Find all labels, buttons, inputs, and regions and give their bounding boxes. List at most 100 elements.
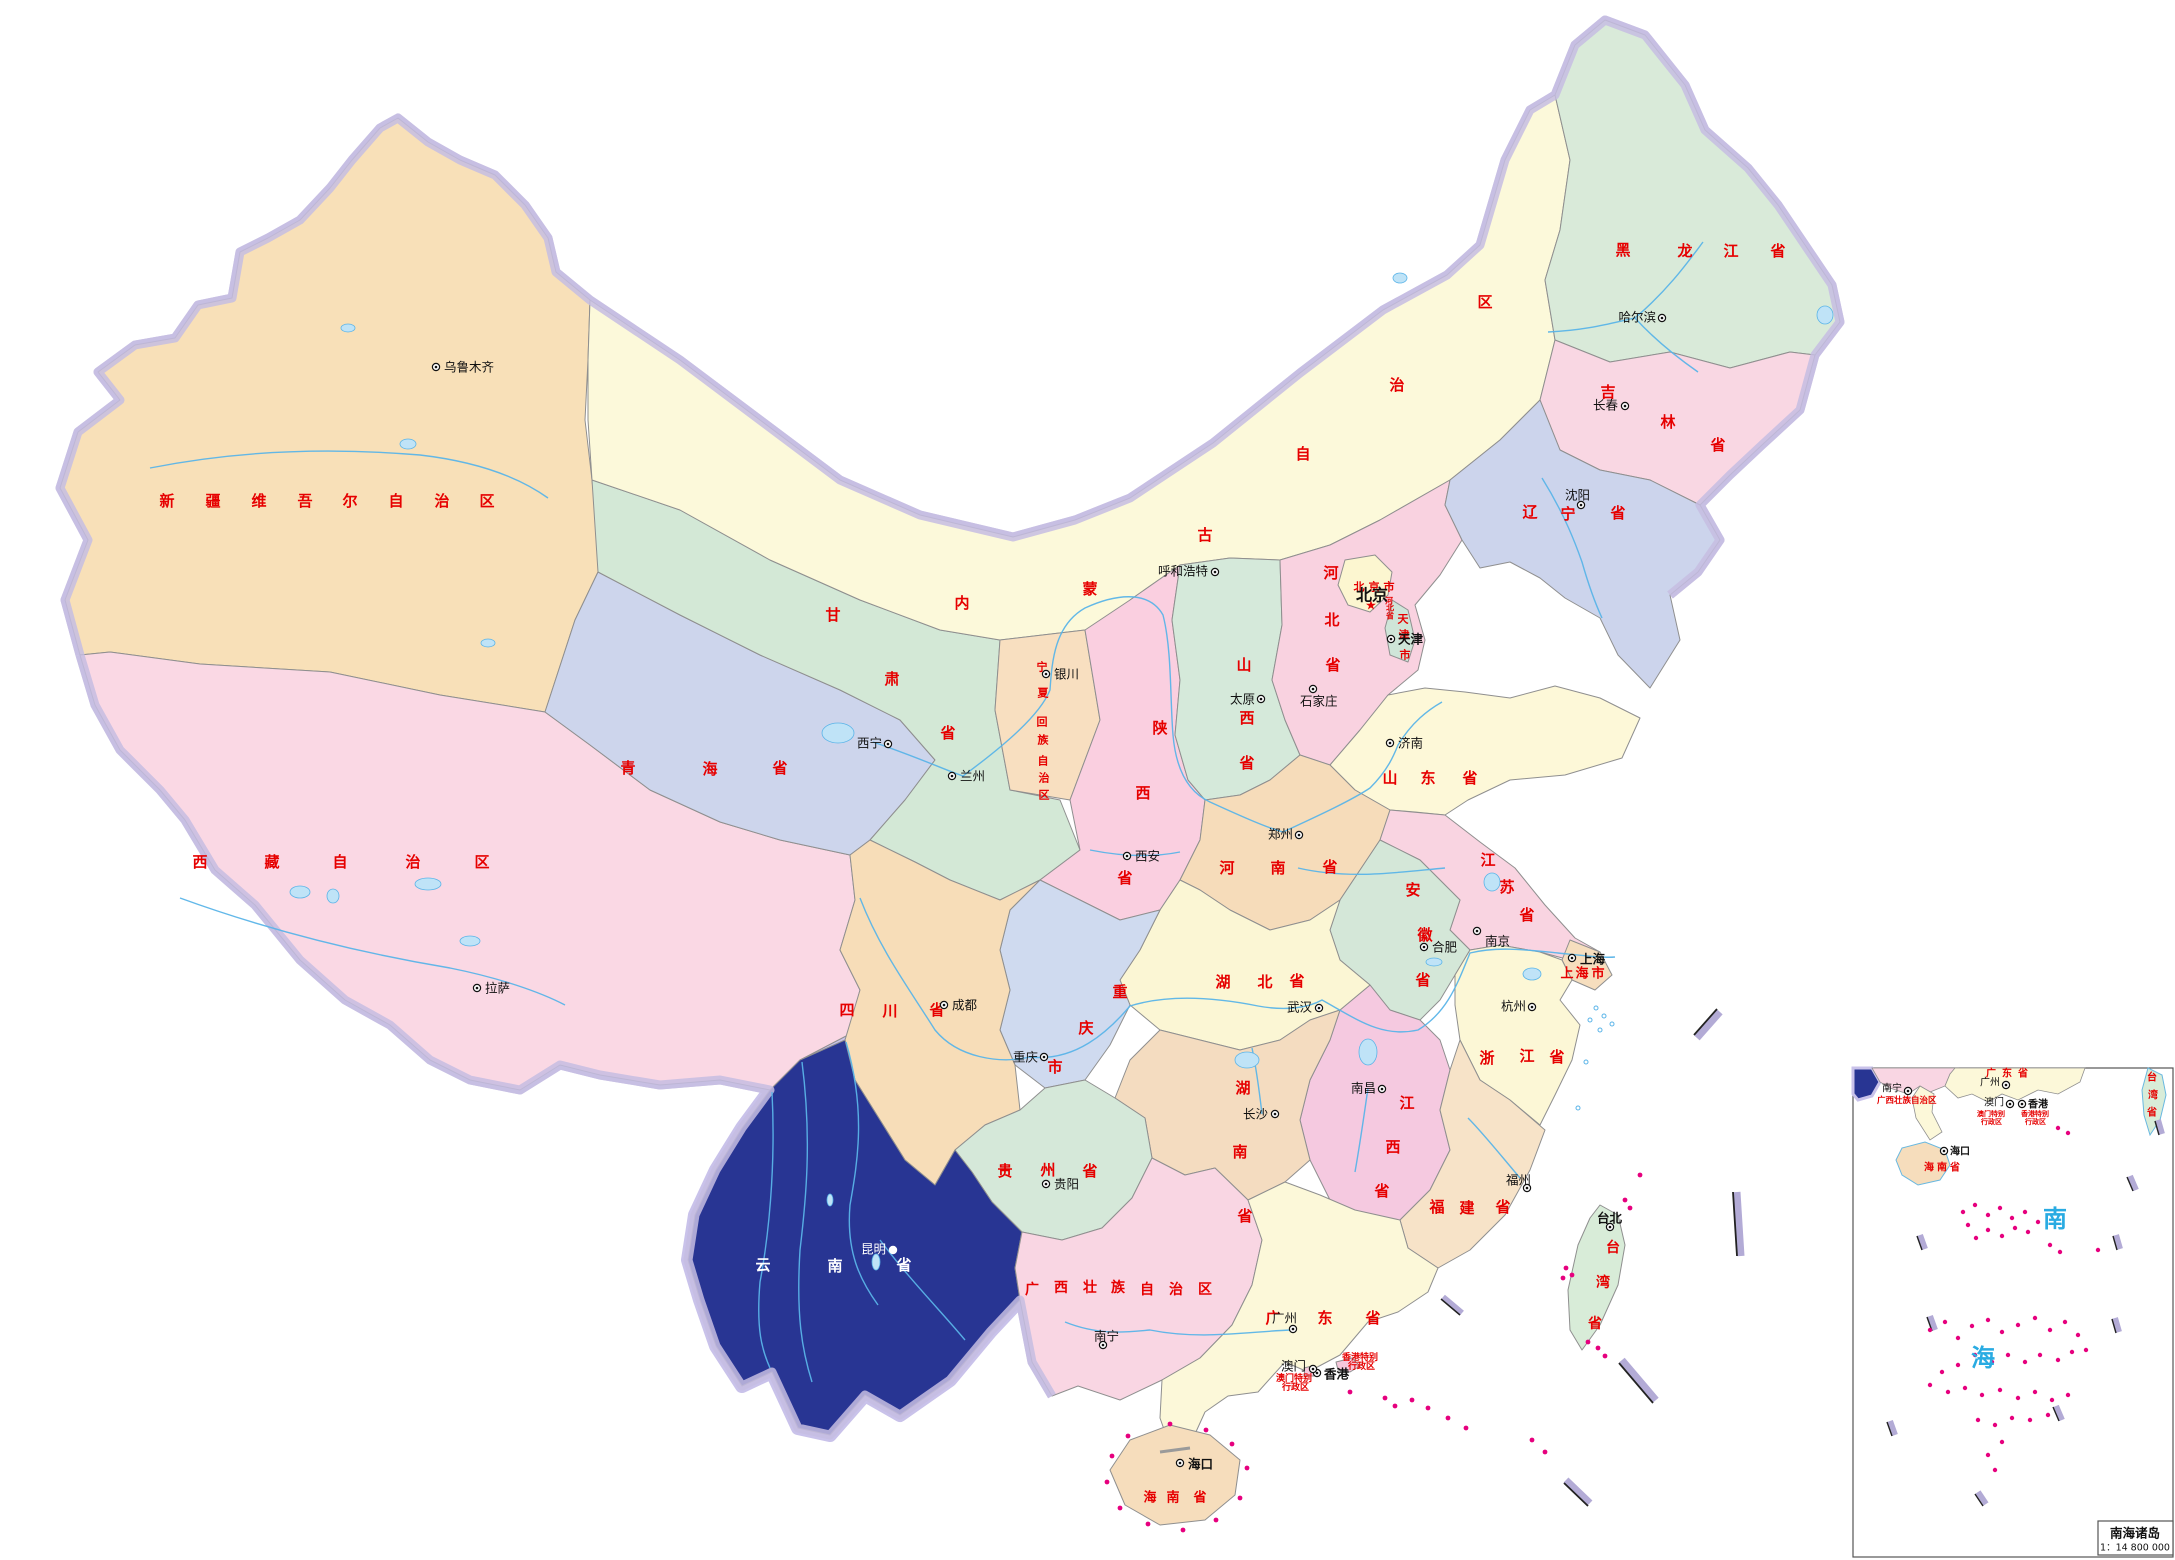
label-sichuan: 川 — [881, 1002, 897, 1020]
city-marker-贵阳[interactable] — [1041, 1179, 1051, 1189]
city-label-南宁: 南宁 — [1094, 1329, 1119, 1344]
label-shaanxi: 陕 — [1152, 719, 1167, 737]
small-label-0: 北 — [1386, 603, 1394, 613]
city-marker-广州[interactable] — [1288, 1324, 1298, 1334]
label-hunan: 湖 — [1235, 1079, 1250, 1097]
city-marker-南宁[interactable] — [1098, 1340, 1108, 1350]
city-marker-南京[interactable] — [1472, 926, 1482, 936]
city-marker-海口[interactable] — [1175, 1458, 1185, 1468]
honghe-river — [879, 1239, 966, 1341]
label-neimenggu: 治 — [1389, 376, 1404, 394]
province-hongkong[interactable] — [1335, 1357, 1361, 1373]
city-marker-西安[interactable] — [1122, 851, 1132, 861]
city-marker-香港[interactable] — [2017, 1099, 2027, 1109]
nine-dash-segments — [1159, 1008, 1745, 1507]
city-marker-澳门[interactable] — [1308, 1364, 1318, 1374]
city-marker-银川[interactable] — [1041, 669, 1051, 679]
city-marker-济南[interactable] — [1385, 738, 1395, 748]
province-zhejiang[interactable] — [1454, 944, 1581, 1126]
label-shanxi: 西 — [1239, 709, 1254, 727]
inset-taiwan — [2141, 1067, 2167, 1137]
inset-label-6: 香港特别 — [2020, 1109, 2049, 1118]
city-marker-呼和浩特[interactable] — [1210, 567, 1220, 577]
city-marker-郑州[interactable] — [1294, 830, 1304, 840]
city-marker-西宁[interactable] — [883, 739, 893, 749]
city-marker-哈尔滨[interactable] — [1657, 313, 1667, 323]
city-label-郑州: 郑州 — [1268, 827, 1293, 842]
city-marker-杭州[interactable] — [1527, 1002, 1537, 1012]
city-marker-长春[interactable] — [1620, 401, 1630, 411]
city-marker-南昌[interactable] — [1377, 1084, 1387, 1094]
label-tianjin: 津 — [1399, 628, 1410, 642]
label-henan: 南 — [1270, 859, 1285, 877]
inset-label-7: 行政区 — [2024, 1117, 2046, 1126]
label-ningxia: 族 — [1038, 733, 1050, 747]
city-marker-武汉[interactable] — [1314, 1003, 1324, 1013]
city-marker-福州[interactable] — [1522, 1183, 1532, 1193]
inset-sea-label-1: 海 — [1971, 1344, 1995, 1372]
inset-label-0: 广西壮族自治区 — [1877, 1095, 1937, 1106]
city-label-天津: 天津 — [1398, 632, 1424, 647]
label-ningxia: 夏 — [1038, 687, 1050, 700]
city-marker-南宁[interactable] — [1903, 1086, 1913, 1096]
label-qinghai: 海 — [702, 760, 717, 778]
city-marker-兰州[interactable] — [947, 771, 957, 781]
label-xizang: 藏 — [264, 853, 279, 871]
label-yunnan: 云 — [755, 1256, 770, 1274]
city-marker-乌鲁木齐[interactable] — [431, 362, 441, 372]
city-marker-上海[interactable] — [1567, 953, 1577, 963]
inset-island-dots — [1927, 1125, 2101, 1473]
city-marker-太原[interactable] — [1256, 694, 1266, 704]
label-chongqing: 庆 — [1078, 1019, 1093, 1037]
label-neimenggu: 古 — [1197, 526, 1212, 544]
city-marker-昆明[interactable] — [888, 1245, 898, 1255]
small-label-1: 香港特别 — [1341, 1351, 1378, 1363]
city-label-沈阳: 沈阳 — [1565, 488, 1590, 503]
city-marker-长沙[interactable] — [1270, 1109, 1280, 1119]
liao-river — [1541, 477, 1603, 619]
label-hubei: 北 — [1257, 973, 1272, 991]
province-guangdong[interactable] — [1159, 1181, 1439, 1453]
province-beijing[interactable] — [1337, 554, 1393, 613]
label-jilin: 省 — [1709, 436, 1725, 454]
label-heilongjiang: 江 — [1723, 242, 1738, 260]
pearl-river — [1064, 1321, 1291, 1336]
label-liaoning: 省 — [1609, 504, 1625, 522]
province-xinjiang[interactable] — [59, 117, 599, 713]
city-marker-海口[interactable] — [1939, 1146, 1949, 1156]
label-neimenggu: 自 — [1295, 445, 1310, 463]
city-marker-重庆[interactable] — [1039, 1052, 1049, 1062]
city-marker-拉萨[interactable] — [472, 983, 482, 993]
label-shanghai: 海 — [1575, 966, 1588, 982]
city-label-南宁: 南宁 — [1882, 1082, 1902, 1095]
city-marker-成都[interactable] — [939, 1000, 949, 1010]
province-hubei[interactable] — [1119, 879, 1371, 1051]
province-tianjin[interactable] — [1384, 599, 1416, 663]
province-taiwan[interactable] — [1567, 1204, 1626, 1351]
city-marker-沈阳[interactable] — [1576, 500, 1586, 510]
inset-label-2: 海南省 — [1924, 1161, 1963, 1174]
city-label-济南: 济南 — [1398, 736, 1423, 751]
label-fujian: 建 — [1459, 1199, 1475, 1217]
city-marker-天津[interactable] — [1386, 634, 1396, 644]
city-marker-合肥[interactable] — [1419, 942, 1429, 952]
inset-dash-segments — [1886, 1119, 2165, 1507]
label-yunnan: 南 — [827, 1257, 842, 1275]
province-hainan[interactable] — [1109, 1424, 1241, 1526]
yarlung-river — [179, 897, 566, 1006]
province-hebei[interactable] — [1271, 479, 1463, 766]
city-marker-广州[interactable] — [2001, 1080, 2011, 1090]
small-label-4: 行政区 — [1281, 1381, 1309, 1393]
city-label-乌鲁木齐: 乌鲁木齐 — [444, 360, 495, 375]
label-anhui: 安 — [1405, 881, 1420, 899]
province-heilongjiang[interactable] — [1544, 19, 1841, 369]
label-guizhou: 州 — [1039, 1161, 1055, 1179]
city-marker-澳门[interactable] — [2005, 1099, 2015, 1109]
label-chongqing: 市 — [1047, 1058, 1062, 1076]
city-marker-台北[interactable] — [1605, 1222, 1615, 1232]
label-shanxi: 省 — [1238, 754, 1254, 772]
label-hunan: 省 — [1236, 1207, 1252, 1225]
jinsha-river — [845, 1041, 879, 1306]
city-marker-石家庄[interactable] — [1308, 684, 1318, 694]
capital-star-marker[interactable]: ★ — [1365, 599, 1377, 614]
